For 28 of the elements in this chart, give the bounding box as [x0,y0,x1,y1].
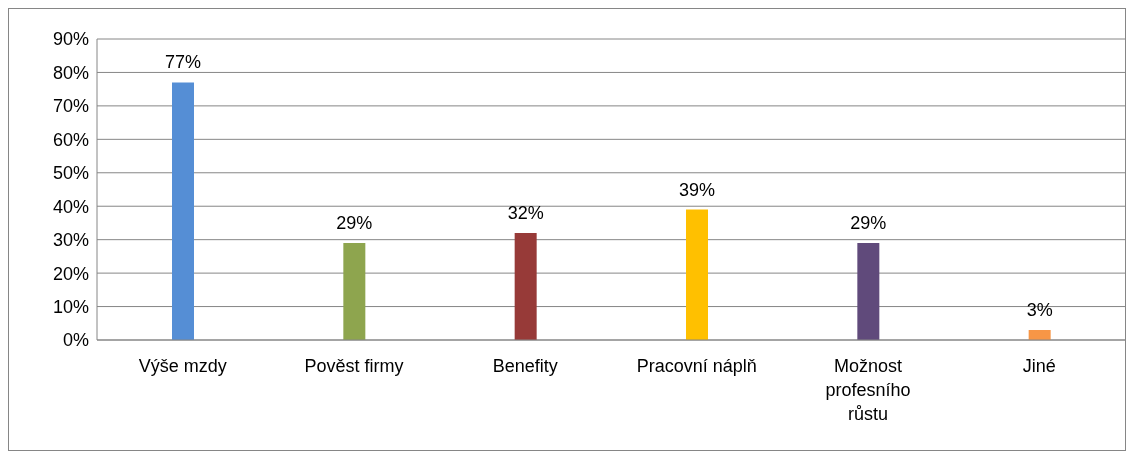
x-tick-label: Pověst firmy [304,356,404,376]
x-tick-label: Pracovní náplň [636,356,757,376]
data-label: 77% [164,52,202,73]
y-tick-label: 90% [52,29,89,50]
y-tick-label: 50% [52,163,89,184]
data-label: 29% [336,213,373,234]
x-tick-label: Jiné [1022,356,1056,376]
y-tick-label: 40% [52,196,89,217]
data-label: 39% [678,179,716,200]
y-tick-label: 0% [62,330,89,351]
data-label: 29% [850,213,887,234]
x-tick-label: Výše mzdy [138,356,227,376]
bar [172,82,194,340]
bar [1028,329,1051,340]
y-tick-label: 80% [52,62,89,83]
data-label: 32% [507,202,544,223]
x-tick-label: Benefity [492,356,558,376]
bar [686,209,708,340]
x-tick-label: Možnost profesního růstu [825,356,911,424]
y-tick-label: 10% [52,296,89,317]
y-tick-label: 60% [52,129,89,150]
y-tick-label: 20% [52,263,89,284]
y-tick-label: 70% [52,96,89,117]
y-tick-label: 30% [52,230,89,251]
data-label: 3% [1026,299,1053,320]
bar [857,243,880,340]
bar [514,232,537,340]
bar [343,243,366,340]
